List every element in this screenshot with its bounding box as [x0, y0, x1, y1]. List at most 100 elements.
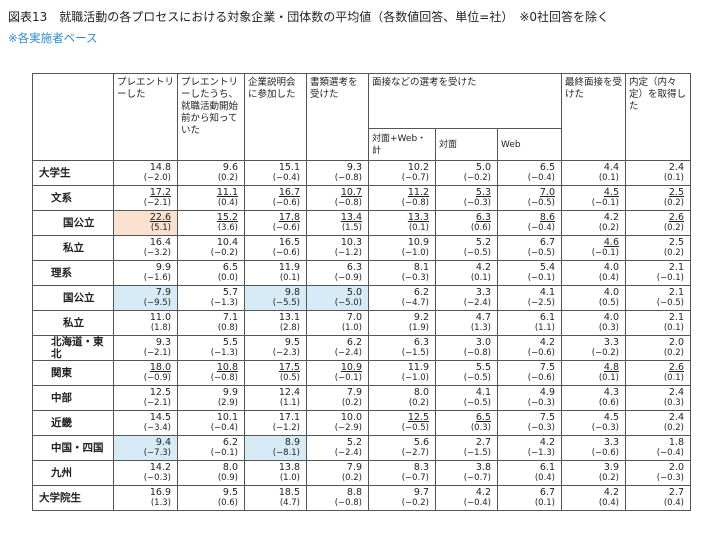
- cell-diff: (0.4): [598, 498, 619, 508]
- value-cell: 16.5 (−0.6): [244, 235, 307, 261]
- cell-diff: (−8.1): [272, 448, 300, 458]
- cell-value: 14.2: [149, 462, 171, 473]
- value-cell: 4.0 (0.3): [561, 310, 626, 336]
- cell-value: 16.7: [278, 187, 300, 198]
- cell-value: 13.4: [340, 212, 362, 223]
- cell-value: 5.2: [475, 237, 491, 248]
- cell-value: 2.7: [475, 437, 491, 448]
- row-label: 北海道・東北: [32, 335, 114, 361]
- value-cell: 12.5 (−0.5): [368, 410, 436, 436]
- table-row: 私立 16.4 (−3.2) 10.4 (−0.2) 16.5 (−0.6) 10.3 (−1.…: [32, 235, 691, 261]
- column-header: 企業説明会に参加した: [244, 73, 307, 161]
- cell-value: 4.2: [539, 337, 555, 348]
- cell-diff: (2.9): [217, 398, 238, 408]
- value-cell: 4.5 (−0.3): [561, 410, 626, 436]
- cell-diff: (−0.8): [334, 498, 362, 508]
- value-cell: 6.7 (0.1): [497, 485, 562, 511]
- cell-diff: (−0.1): [527, 273, 555, 283]
- value-cell: 2.5 (0.2): [625, 235, 691, 261]
- cell-value: 5.3: [475, 187, 491, 198]
- cell-value: 9.5: [222, 487, 238, 498]
- value-cell: 8.6 (−0.4): [497, 210, 562, 236]
- cell-value: 7.0: [346, 312, 362, 323]
- cell-value: 10.9: [407, 237, 429, 248]
- cell-value: 6.3: [346, 262, 362, 273]
- cell-diff: (−5.5): [272, 298, 300, 308]
- row-label: 近畿: [32, 410, 114, 436]
- cell-value: 17.5: [278, 362, 300, 373]
- value-cell: 7.9 (−9.5): [113, 285, 178, 311]
- cell-diff: (0.2): [663, 198, 684, 208]
- cell-value: 8.3: [413, 462, 429, 473]
- cell-value: 6.3: [413, 337, 429, 348]
- table-row: 関東 18.0 (−0.9) 10.8 (−0.8) 17.5 (0.5) 10.9 (−0.1…: [32, 360, 691, 386]
- cell-diff: (−0.6): [527, 373, 555, 383]
- cell-diff: (0.1): [279, 273, 300, 283]
- value-cell: 2.0 (0.2): [625, 335, 691, 361]
- cell-value: 8.9: [284, 437, 300, 448]
- cell-value: 2.1: [668, 312, 684, 323]
- cell-diff: (0.2): [598, 473, 619, 483]
- cell-value: 16.9: [149, 487, 171, 498]
- cell-value: 3.0: [475, 337, 491, 348]
- value-cell: 6.5 (0.3): [435, 410, 498, 436]
- cell-diff: (1.5): [341, 223, 362, 233]
- cell-diff: (0.9): [217, 473, 238, 483]
- value-cell: 6.3 (0.6): [435, 210, 498, 236]
- value-cell: 2.5 (0.2): [625, 185, 691, 211]
- cell-value: 9.9: [155, 262, 171, 273]
- cell-value: 3.3: [603, 337, 619, 348]
- cell-value: 11.9: [407, 362, 429, 373]
- cell-value: 6.2: [413, 287, 429, 298]
- title: 図表13 就職活動の各プロセスにおける対象企業・団体数の平均値（各数値回答、単位…: [8, 10, 610, 24]
- cell-value: 17.8: [278, 212, 300, 223]
- value-cell: 3.3 (−0.2): [561, 335, 626, 361]
- row-label: 大学院生: [32, 485, 114, 511]
- cell-diff: (−1.5): [401, 348, 429, 358]
- cell-diff: (−1.0): [401, 373, 429, 383]
- value-cell: 4.2 (0.1): [435, 260, 498, 286]
- value-cell: 9.5 (−2.3): [244, 335, 307, 361]
- value-cell: 6.1 (0.4): [497, 460, 562, 486]
- cell-value: 17.1: [278, 412, 300, 423]
- value-cell: 5.7 (−1.3): [177, 285, 245, 311]
- cell-diff: (−0.2): [463, 173, 491, 183]
- cell-value: 10.7: [340, 187, 362, 198]
- cell-value: 4.5: [603, 412, 619, 423]
- corner-cell: [32, 73, 114, 161]
- cell-diff: (−4.7): [401, 298, 429, 308]
- cell-value: 2.5: [668, 187, 684, 198]
- cell-diff: (0.2): [341, 473, 362, 483]
- value-cell: 12.5 (−2.1): [113, 385, 178, 411]
- cell-value: 12.4: [278, 387, 300, 398]
- value-cell: 4.2 (0.2): [561, 210, 626, 236]
- cell-diff: (−2.4): [334, 448, 362, 458]
- cell-diff: (0.0): [217, 273, 238, 283]
- cell-diff: (0.1): [534, 498, 555, 508]
- value-cell: 10.7 (−0.8): [306, 185, 369, 211]
- cell-value: 4.5: [603, 187, 619, 198]
- column-header: 最終面接を受けた: [561, 73, 626, 161]
- cell-value: 13.8: [278, 462, 300, 473]
- row-label: 文系: [32, 185, 114, 211]
- cell-diff: (0.1): [408, 223, 429, 233]
- cell-diff: (−2.4): [334, 348, 362, 358]
- cell-diff: (0.6): [470, 223, 491, 233]
- cell-value: 3.9: [603, 462, 619, 473]
- row-label: 大学生: [32, 160, 114, 186]
- value-cell: 6.2 (−2.4): [306, 335, 369, 361]
- value-cell: 3.3 (−2.4): [435, 285, 498, 311]
- cell-value: 9.4: [155, 437, 171, 448]
- value-cell: 9.4 (−7.3): [113, 435, 178, 461]
- value-cell: 10.3 (−1.2): [306, 235, 369, 261]
- value-cell: 14.8 (−2.0): [113, 160, 178, 186]
- table-row: 私立 11.0 (1.8) 7.1 (0.8) 13.1 (2.8) 7.0 (1.0) 9.2(…: [32, 310, 691, 336]
- value-cell: 2.7 (−1.5): [435, 435, 498, 461]
- cell-value: 2.4: [668, 387, 684, 398]
- value-cell: 8.0 (0.2): [368, 385, 436, 411]
- cell-diff: (−2.0): [143, 173, 171, 183]
- value-cell: 7.1 (0.8): [177, 310, 245, 336]
- cell-diff: (−0.5): [527, 248, 555, 258]
- cell-diff: (−0.3): [463, 198, 491, 208]
- sub-header: 対面: [435, 128, 498, 161]
